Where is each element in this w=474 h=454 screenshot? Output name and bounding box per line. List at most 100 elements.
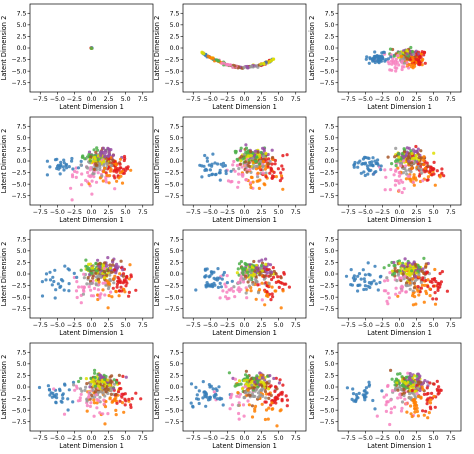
x-tick-label: −2.5 (220, 435, 235, 442)
x-tick-label: 2.5 (257, 209, 267, 216)
scatter-point (225, 290, 229, 294)
scatter-point (102, 270, 106, 274)
scatter-point (86, 170, 90, 175)
scatter-point (237, 417, 241, 421)
scatter-point (386, 155, 390, 159)
scatter-point (98, 167, 102, 172)
scatter-point (111, 263, 115, 267)
scatter-point (95, 401, 99, 405)
scatter-point (375, 414, 379, 418)
scatter-point (257, 259, 261, 263)
scatter-point (98, 293, 102, 298)
scatter-point (400, 289, 404, 293)
scatter-point (121, 274, 126, 278)
scatter-point (260, 281, 264, 285)
scatter-point (276, 275, 280, 279)
subplot-12: −7.5 −5.0 −2.5 0.0 2.5 5.0 7.5−7.5−5.0−2.50.02… (308, 342, 462, 450)
scatter-point (424, 271, 428, 275)
scatter-point (361, 268, 365, 272)
y-tick-label: 5.0 (325, 135, 335, 142)
scatter-point (71, 400, 75, 404)
scatter-point (73, 388, 77, 392)
scatter-point (363, 398, 367, 402)
y-tick-label: 7.5 (17, 349, 27, 356)
y-tick-label: 0.0 (170, 384, 180, 391)
scatter-point (200, 175, 204, 179)
x-tick-label: 0.0 (395, 322, 405, 329)
scatter-point (413, 374, 417, 378)
scatter-point (402, 388, 406, 392)
scatter-point (212, 276, 216, 280)
scatter-point (371, 163, 375, 168)
scatter-point (205, 395, 209, 399)
scatter-point (274, 376, 278, 380)
x-tick-label: 0.0 (240, 209, 250, 216)
y-tick-label: −5.0 (164, 294, 179, 301)
x-axis-label: Latent Dimension 1 (212, 442, 277, 450)
scatter-point (410, 391, 414, 395)
scatter-point (91, 274, 95, 278)
scatter-point (244, 369, 248, 373)
scatter-point (95, 163, 99, 167)
y-tick-label: 7.5 (325, 10, 335, 17)
scatter-point (267, 396, 271, 400)
scatter-point (92, 167, 96, 171)
scatter-point (121, 281, 125, 285)
scatter-point (118, 162, 122, 166)
y-tick-label: 0.0 (17, 45, 27, 52)
scatter-point (408, 278, 412, 282)
scatter-point (413, 262, 417, 267)
scatter-point (425, 161, 429, 165)
scatter-point (267, 157, 271, 161)
scatter-point (413, 295, 417, 299)
scatter-point (129, 403, 133, 407)
scatter-point (44, 278, 48, 282)
y-tick-label: −5.0 (11, 294, 26, 301)
scatter-point (70, 198, 74, 202)
scatter-point (102, 266, 107, 271)
scatter-point (249, 64, 253, 68)
scatter-point (102, 164, 106, 168)
scatter-point (409, 404, 413, 408)
scatter-point (379, 164, 383, 168)
scatter-point (89, 155, 93, 159)
scatter-point (419, 168, 423, 172)
scatter-point (401, 171, 405, 175)
y-axis-label: Latent Dimension 2 (308, 129, 316, 194)
scatter-point (411, 398, 415, 402)
scatter-point (119, 285, 123, 289)
scatter-point (92, 175, 96, 179)
scatter-point (85, 409, 89, 413)
scatter-point (75, 280, 79, 284)
scatter-point (111, 260, 115, 264)
scatter-point (410, 166, 414, 170)
scatter-point (118, 399, 122, 403)
scatter-point (392, 61, 396, 65)
scatter-point (256, 291, 261, 295)
scatter-point (352, 165, 356, 169)
scatter-point (403, 257, 407, 261)
scatter-point (410, 161, 414, 165)
scatter-point (121, 374, 125, 378)
scatter-point (440, 167, 444, 171)
scatter-point (253, 404, 258, 408)
scatter-point (63, 382, 67, 386)
scatter-point (92, 286, 97, 291)
y-tick-label: 2.5 (170, 373, 180, 380)
scatter-point (371, 156, 375, 160)
scatter-point (98, 261, 102, 265)
scatter-point (218, 396, 222, 400)
scatter-point (85, 267, 89, 271)
scatter-point (398, 276, 402, 280)
scatter-point (101, 412, 105, 416)
scatter-point (256, 391, 261, 395)
scatter-point (203, 268, 207, 272)
scatter-point (438, 285, 442, 289)
scatter-point (255, 266, 259, 270)
scatter-point (264, 257, 268, 261)
scatter-point (350, 283, 354, 287)
scatter-point (246, 163, 250, 167)
scatter-point (400, 59, 404, 63)
scatter-point (243, 391, 248, 395)
scatter-point (76, 399, 80, 403)
